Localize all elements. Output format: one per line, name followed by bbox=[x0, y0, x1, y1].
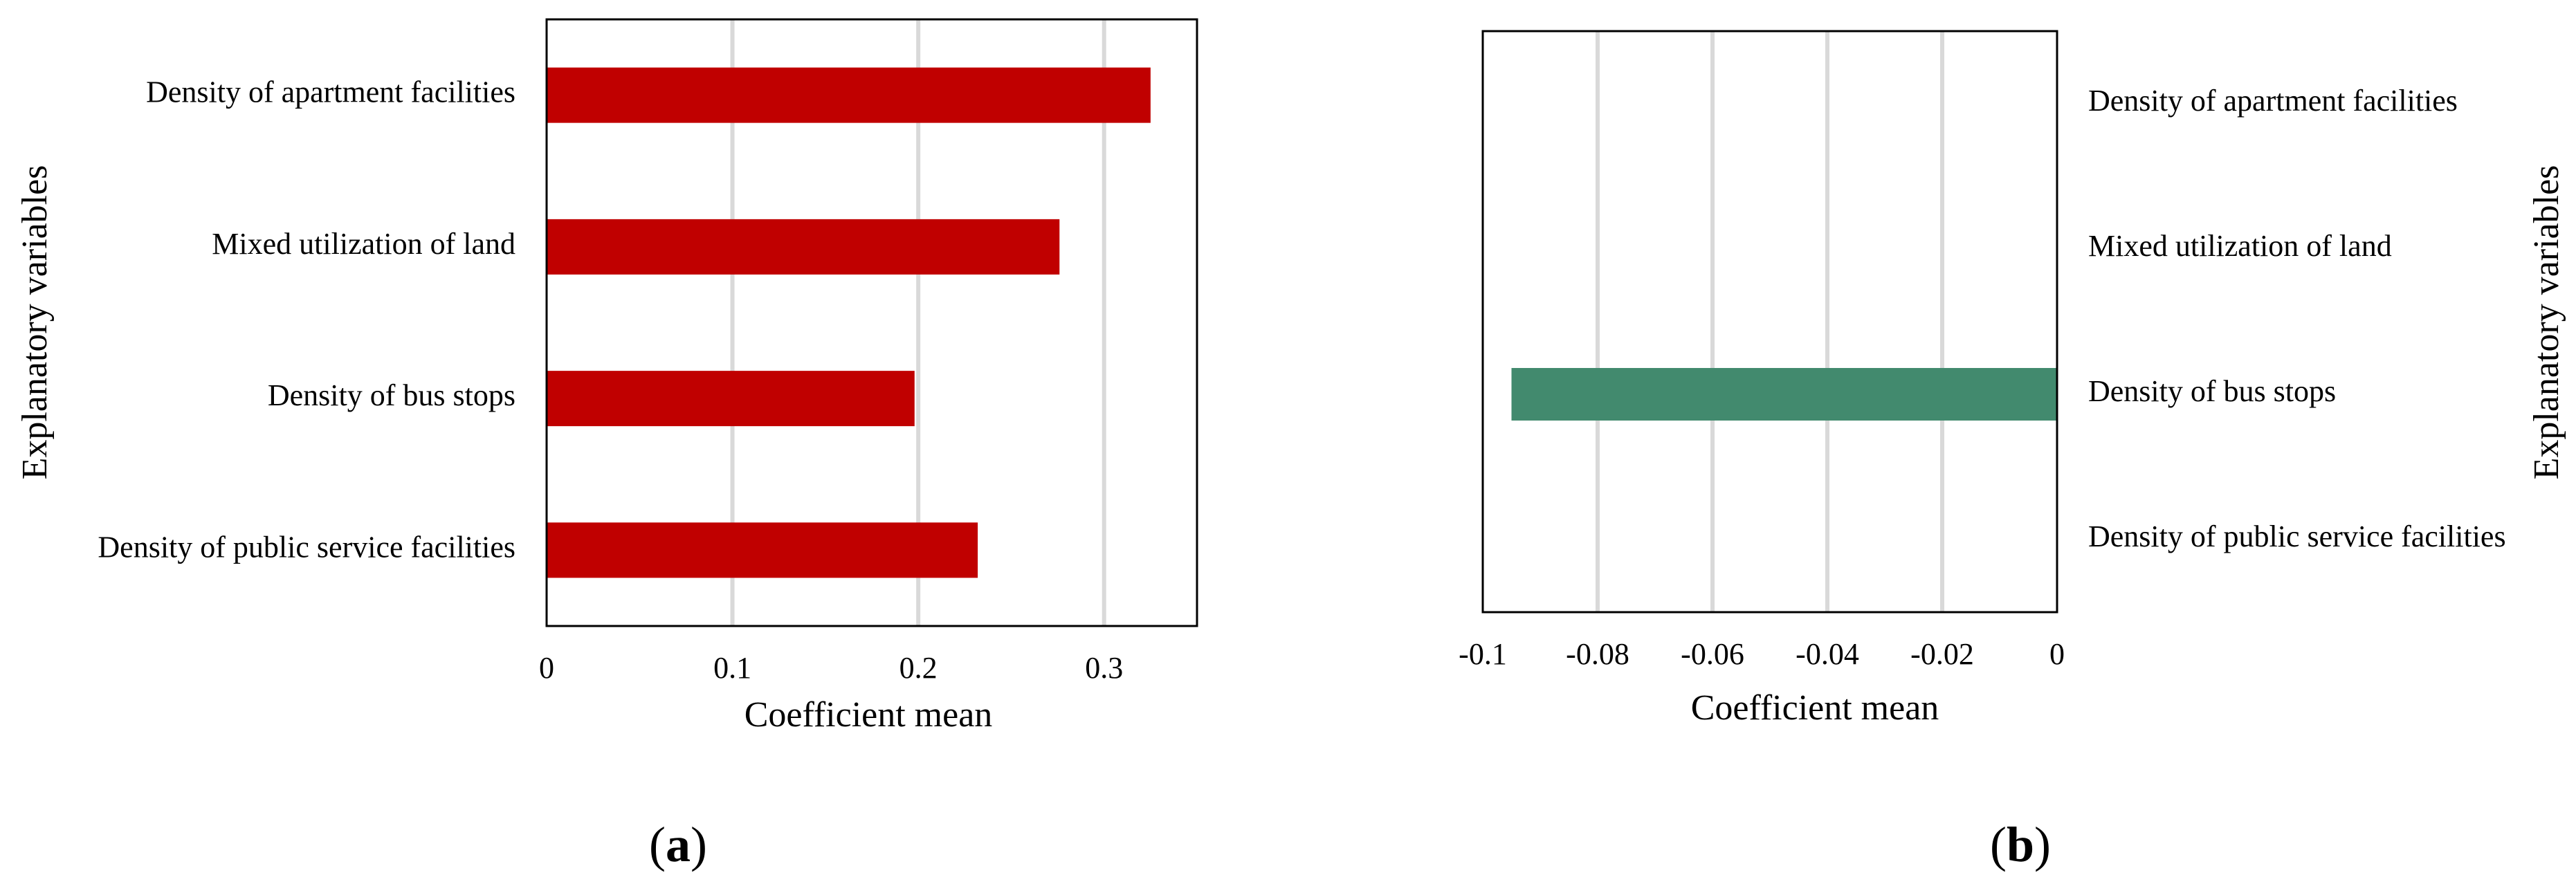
category-label: Density of bus stops bbox=[2088, 374, 2336, 408]
category-label: Density of apartment facilities bbox=[146, 75, 515, 109]
x-tick-label: -0.04 bbox=[1796, 637, 1859, 671]
bar bbox=[547, 67, 1151, 123]
category-label: Density of apartment facilities bbox=[2088, 84, 2458, 118]
plot-frame bbox=[1481, 30, 2058, 614]
x-tick-label: 0 bbox=[539, 651, 554, 685]
panel-label: (a) bbox=[649, 817, 707, 872]
x-axis-label: Coefficient mean bbox=[745, 695, 993, 735]
category-label: Density of public service facilities bbox=[98, 530, 515, 564]
x-tick-label: -0.1 bbox=[1459, 637, 1507, 671]
x-tick-label: -0.06 bbox=[1681, 637, 1744, 671]
bar bbox=[547, 522, 978, 578]
plot-frame bbox=[545, 18, 1198, 627]
category-label: Mixed utilization of land bbox=[212, 227, 515, 261]
category-label: Density of bus stops bbox=[268, 378, 515, 412]
bar bbox=[547, 219, 1060, 275]
chart-a: Density of apartment facilities Mixed uti… bbox=[15, 18, 1198, 872]
panel-label: (b) bbox=[1990, 817, 2051, 872]
y-axis-label: Explanatory variables bbox=[15, 165, 55, 480]
x-tick-label: 0.2 bbox=[899, 651, 938, 685]
x-tick-label: 0.1 bbox=[713, 651, 751, 685]
chart-b: Density of apartment facilities Mixed uti… bbox=[1459, 30, 2566, 872]
x-tick-label: -0.08 bbox=[1566, 637, 1629, 671]
x-tick-label: -0.02 bbox=[1910, 637, 1974, 671]
category-label: Mixed utilization of land bbox=[2088, 229, 2392, 263]
category-label: Density of public service facilities bbox=[2088, 519, 2506, 553]
y-axis-label: Explanatory variables bbox=[2527, 165, 2566, 480]
bar bbox=[547, 371, 915, 427]
x-tick-label: 0.3 bbox=[1085, 651, 1123, 685]
bar bbox=[1511, 368, 2057, 421]
x-tick-label: 0 bbox=[2049, 637, 2065, 671]
x-axis-label: Coefficient mean bbox=[1691, 688, 1939, 728]
